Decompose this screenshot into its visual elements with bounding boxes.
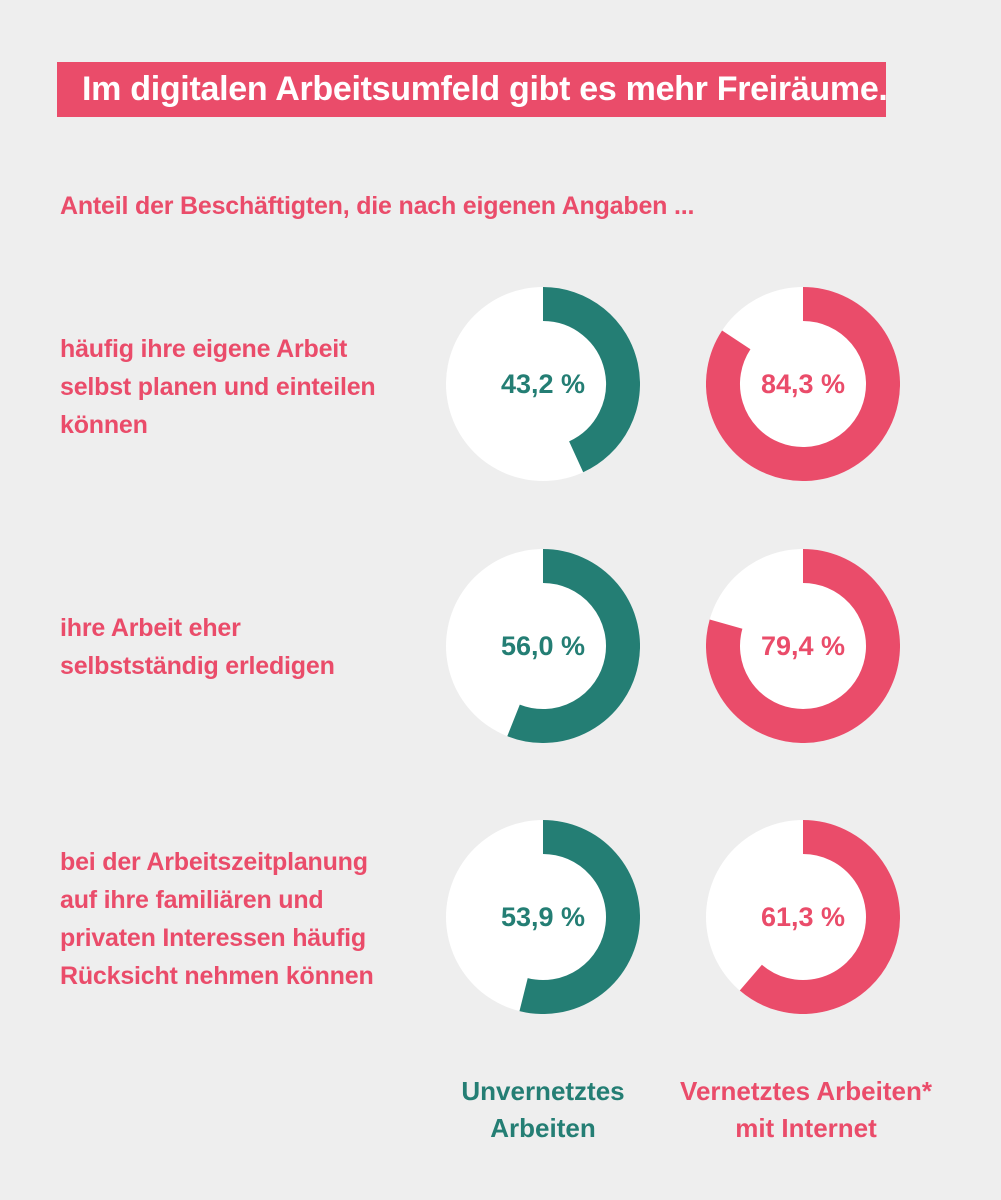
row-label-line: ihre Arbeit eher xyxy=(60,614,241,642)
donut-svg xyxy=(446,820,640,1014)
donut-value-label: 84,3 % xyxy=(760,368,846,399)
legend-unvernetzt: Unvernetztes Arbeiten xyxy=(443,1073,643,1147)
donut-value-label: 43,2 % xyxy=(500,368,586,399)
donut-row3-unvernetzt: 53,9 % xyxy=(446,820,640,1014)
legend-line: Vernetztes Arbeiten* xyxy=(680,1076,932,1106)
title-banner: Im digitalen Arbeitsumfeld gibt es mehr … xyxy=(57,62,888,117)
row-label-line: häufig ihre eigene Arbeit xyxy=(60,335,348,363)
donut-arc xyxy=(706,287,900,481)
donut-row1-unvernetzt: 43,2 % xyxy=(446,287,640,481)
donut-arc xyxy=(542,287,640,473)
donut-arc xyxy=(706,549,900,743)
donut-row1-vernetzt: 84,3 % xyxy=(706,287,900,481)
donut-arc xyxy=(507,549,640,743)
donut-value-label: 56,0 % xyxy=(500,630,586,661)
donut-svg xyxy=(706,820,900,1014)
donut-svg xyxy=(446,549,640,743)
donut-row3-vernetzt: 61,3 % xyxy=(706,820,900,1014)
donut-arc xyxy=(739,820,900,1014)
donut-svg xyxy=(706,287,900,481)
legend-line: mit Internet xyxy=(735,1113,877,1143)
row-label-3: bei der Arbeitszeitplanung auf ihre fami… xyxy=(60,843,440,995)
donut-svg xyxy=(706,549,900,743)
row-label-line: Rücksicht nehmen können xyxy=(60,962,374,990)
legend-line: Unvernetztes xyxy=(461,1076,625,1106)
donut-row2-unvernetzt: 56,0 % xyxy=(446,549,640,743)
row-label-line: privaten Interessen häufig xyxy=(60,924,366,952)
donut-arc xyxy=(519,820,640,1014)
donut-value-label: 61,3 % xyxy=(760,901,846,932)
row-label-line: bei der Arbeitszeitplanung xyxy=(60,848,368,876)
page-title: Im digitalen Arbeitsumfeld gibt es mehr … xyxy=(82,70,888,108)
row-label-2: ihre Arbeit eher selbstständig erledigen xyxy=(60,609,440,685)
donut-value-label: 79,4 % xyxy=(760,630,846,661)
donut-value-label: 53,9 % xyxy=(500,901,586,932)
donut-svg xyxy=(446,287,640,481)
legend-vernetzt: Vernetztes Arbeiten* mit Internet xyxy=(658,1073,954,1147)
row-label-line: selbstständig erledigen xyxy=(60,652,335,680)
chart-subtitle: Anteil der Beschäftigten, die nach eigen… xyxy=(60,192,695,220)
row-label-line: können xyxy=(60,411,148,439)
row-label-1: häufig ihre eigene Arbeit selbst planen … xyxy=(60,330,440,444)
row-label-line: auf ihre familiären und xyxy=(60,886,324,914)
legend-line: Arbeiten xyxy=(490,1113,596,1143)
donut-row2-vernetzt: 79,4 % xyxy=(706,549,900,743)
row-label-line: selbst planen und einteilen xyxy=(60,373,376,401)
